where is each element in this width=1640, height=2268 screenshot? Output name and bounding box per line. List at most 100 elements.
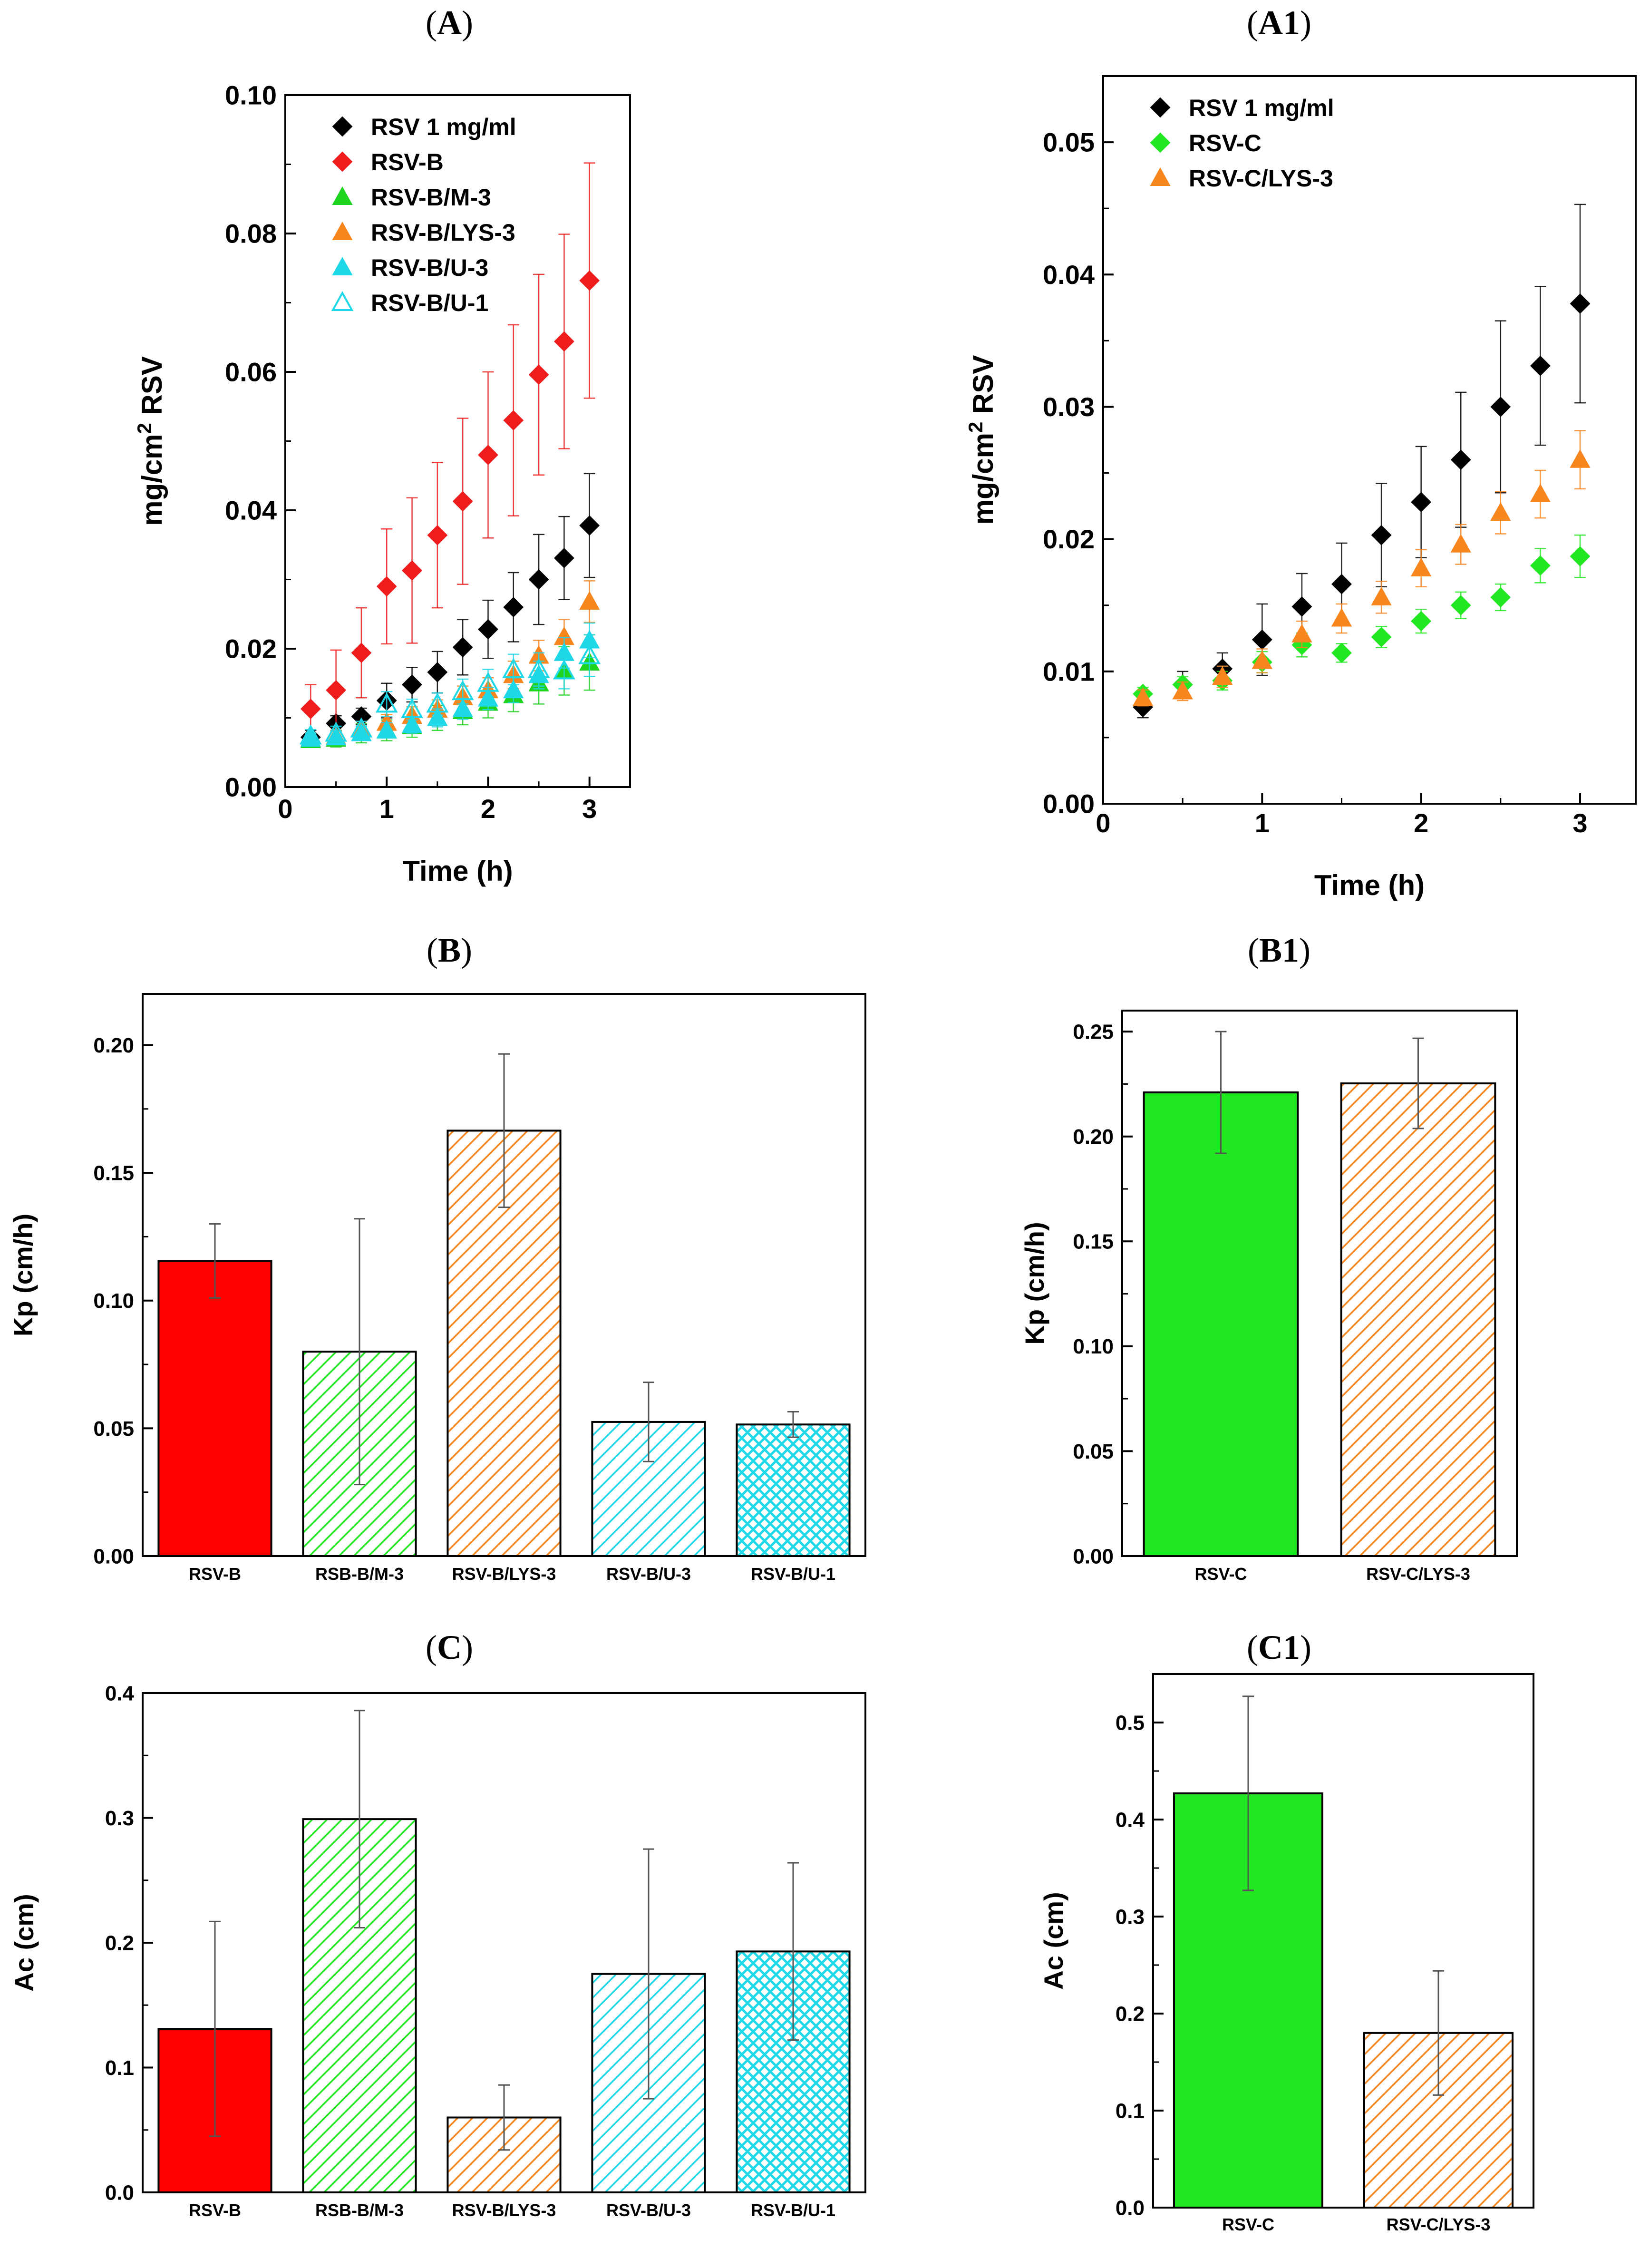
legend-marker: [332, 256, 353, 275]
panel-title: (A1): [1247, 4, 1311, 42]
data-point: [478, 445, 498, 466]
x-tick-label: 1: [1255, 808, 1270, 838]
legend-label: RSV 1 mg/ml: [1189, 95, 1334, 121]
y-axis-label: Ac (cm): [1038, 1892, 1068, 1989]
data-point: [1490, 397, 1511, 417]
data-point: [427, 525, 448, 545]
y-axis-label: Kp (cm/h): [8, 1214, 38, 1336]
plot-frame: [1152, 1673, 1534, 2209]
data-point: [1371, 525, 1392, 545]
data-point: [1331, 608, 1352, 627]
chart-panel-c: (C) 0.0 0.1 0.2 0.3 0.4 Ac (cm) RSV-B RSB-B/M-3 R…: [9, 1628, 866, 2220]
y-tick-label: 0.00: [1073, 1545, 1114, 1568]
x-category-label: RSV-C: [1222, 2215, 1274, 2234]
legend-marker: [331, 291, 354, 311]
data-point: [1331, 642, 1352, 663]
y-tick-label: 0.02: [1043, 524, 1095, 554]
data-point: [528, 569, 549, 590]
y-tick-label: 0.05: [93, 1417, 134, 1441]
y-tick-label: 0.05: [1043, 127, 1095, 157]
x-category-label: RSB-B/M-3: [315, 1564, 404, 1584]
y-axis-label: Kp (cm/h): [1019, 1222, 1049, 1344]
data-point: [452, 698, 473, 717]
bar: [1340, 1082, 1496, 1557]
bar: [736, 1423, 851, 1557]
data-point: [1291, 623, 1312, 642]
data-point: [1490, 587, 1511, 608]
data-point: [527, 658, 550, 678]
panel-title: (A): [426, 4, 473, 42]
data-point: [1570, 546, 1591, 567]
plot-frame: [142, 993, 866, 1557]
data-point: [1490, 502, 1511, 521]
data-point: [299, 724, 322, 745]
data-point: [1371, 586, 1392, 606]
data-point: [579, 515, 600, 536]
y-tick-label: 0.0: [105, 2181, 134, 2204]
data-point: [1411, 492, 1432, 513]
x-category-label: RSB-B/M-3: [315, 2200, 404, 2220]
data-point: [478, 619, 498, 640]
data-point: [452, 637, 473, 658]
x-axis-label: Time (h): [1314, 869, 1425, 901]
legend-marker: [1150, 97, 1171, 118]
data-point: [350, 717, 373, 738]
data-point: [1570, 449, 1591, 468]
series-rsv-b-u-1: [299, 634, 601, 745]
data-point: [1450, 449, 1471, 470]
legend-label: RSV-B/U-1: [371, 290, 488, 316]
legend: RSV 1 mg/ml RSV-C RSV-C/LYS-3: [1150, 95, 1334, 192]
y-tick-label: 0.20: [1073, 1125, 1114, 1149]
x-tick-label: 2: [1414, 808, 1428, 838]
y-tick-label: 0.00: [93, 1545, 134, 1568]
data-point: [376, 720, 397, 739]
series-rsv-b-m-3: [300, 634, 600, 749]
panel-title: (C): [426, 1628, 473, 1666]
x-category-label: RSV-B/LYS-3: [452, 1564, 556, 1584]
legend-marker: [1150, 167, 1171, 186]
y-tick-label: 0.01: [1043, 656, 1095, 686]
y-tick-label: 0.06: [225, 357, 277, 387]
y-tick-label: 0.2: [1116, 2002, 1145, 2025]
data-point: [1291, 596, 1312, 617]
y-tick-label: 0.10: [225, 80, 277, 110]
y-tick-label: 0.15: [1073, 1230, 1114, 1254]
data-point: [451, 680, 474, 701]
data-point: [1371, 627, 1392, 647]
x-category-label: RSV-B: [189, 2200, 241, 2220]
bar: [1143, 1091, 1299, 1557]
x-tick-label: 2: [481, 794, 495, 824]
data-point: [401, 714, 423, 733]
data-point: [351, 642, 372, 663]
y-tick-label: 0.05: [1073, 1440, 1114, 1463]
legend-label: RSV-C/LYS-3: [1189, 165, 1333, 192]
data-point: [579, 591, 600, 610]
data-point: [1530, 555, 1551, 576]
legend-marker: [1150, 132, 1171, 153]
chart-panel-a1: (A1) 0.00 0.01 0.02 0.03 0.04 0.05 0 1 2 3 Time (h)…: [964, 4, 1637, 901]
series-rsv-b: [300, 162, 600, 734]
legend-marker: [332, 116, 353, 137]
y-axis-label: Ac (cm): [9, 1894, 39, 1991]
data-point: [553, 659, 575, 680]
x-category-label: RSV-B/U-3: [606, 1564, 691, 1584]
y-tick-label: 0.00: [1043, 789, 1095, 819]
data-point: [326, 680, 347, 701]
legend-label: RSV-B: [371, 149, 444, 175]
data-point: [502, 658, 525, 678]
plot-frame: [1102, 75, 1637, 805]
panel-title: (C1): [1247, 1628, 1311, 1666]
plot-frame: [142, 1692, 866, 2193]
data-point: [402, 560, 422, 581]
chart-panel-b: (B) 0.00 0.05 0.10 0.15 0.20 Kp (cm/h) RSV-B RSB…: [8, 931, 866, 1584]
data-point: [553, 331, 574, 352]
series-rsv-c-lys-3: [1132, 430, 1591, 707]
data-point: [1570, 293, 1591, 314]
data-point: [503, 410, 524, 431]
data-point: [375, 692, 398, 713]
y-tick-label: 0.5: [1116, 1711, 1145, 1734]
data-point: [578, 644, 601, 664]
data-point: [503, 680, 524, 699]
data-point: [1252, 650, 1273, 669]
